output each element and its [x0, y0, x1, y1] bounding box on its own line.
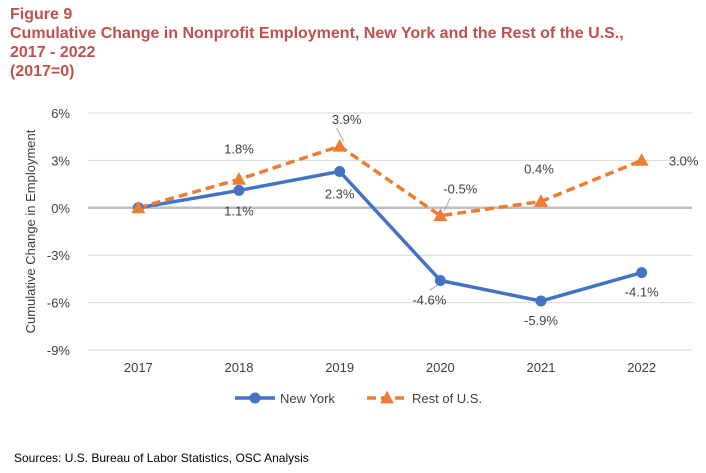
- x-tick-label: 2022: [627, 360, 656, 375]
- rest-of-us-data-point: [433, 208, 448, 222]
- new-york-data-point: [535, 295, 547, 307]
- rest-of-us-data-label: 3.0%: [669, 153, 699, 168]
- new-york-data-label: 2.3%: [325, 186, 355, 201]
- y-tick-label: -9%: [47, 343, 71, 358]
- new-york-data-label: -4.1%: [625, 285, 659, 300]
- new-york-data-point: [334, 165, 346, 177]
- x-tick-label: 2019: [325, 360, 354, 375]
- x-tick-label: 2021: [527, 360, 556, 375]
- legend-new-york-label: New York: [280, 391, 335, 406]
- y-tick-label: -6%: [47, 296, 71, 311]
- new-york-data-point: [434, 274, 446, 286]
- y-axis-label: Cumulative Change in Employment: [23, 129, 38, 333]
- new-york-data-label: -4.6%: [412, 292, 446, 307]
- rest-of-us-data-point: [131, 200, 146, 214]
- rest-of-us-data-point: [232, 172, 246, 185]
- y-tick-label: 6%: [51, 106, 70, 121]
- rest-of-us-data-point: [634, 153, 649, 166]
- figure-title-line-3: (2017=0): [10, 63, 75, 80]
- y-tick-label: -3%: [47, 248, 71, 263]
- legend-new-york-marker: [249, 392, 261, 404]
- figure-label: Figure 9: [10, 6, 73, 23]
- legend-rest-of-us-marker: [380, 390, 394, 404]
- rest-of-us-data-label: 0.4%: [524, 161, 554, 176]
- rest-of-us-data-point: [332, 138, 347, 152]
- rest-of-us-data-label: 3.9%: [332, 112, 362, 127]
- new-york-data-label: -5.9%: [524, 313, 558, 328]
- rest-of-us-data-label: -0.5%: [443, 182, 477, 197]
- x-tick-label: 2017: [124, 360, 153, 375]
- new-york-series-line: [138, 169, 643, 303]
- data-label-leader: [336, 127, 345, 142]
- x-tick-label: 2020: [426, 360, 455, 375]
- rest-of-us-data-point: [534, 194, 548, 207]
- figure-title-line-2: 2017 - 2022: [10, 44, 96, 61]
- data-label-leader: [429, 285, 438, 291]
- data-label-leader: [443, 197, 451, 211]
- x-tick-label: 2018: [225, 360, 254, 375]
- rest-of-us-series-line: [137, 144, 643, 218]
- new-york-data-point: [636, 267, 648, 279]
- rest-of-us-data-label: 1.8%: [224, 141, 254, 156]
- figure-title-line-1: Cumulative Change in Nonprofit Employmen…: [10, 25, 624, 42]
- legend-rest-of-us-label: Rest of U.S.: [412, 391, 482, 406]
- source-note: Sources: U.S. Bureau of Labor Statistics…: [14, 451, 309, 465]
- new-york-data-label: 1.1%: [224, 203, 254, 218]
- new-york-data-point: [233, 184, 245, 196]
- figure-title: Figure 9 Cumulative Change in Nonprofit …: [10, 5, 624, 81]
- y-tick-label: 0%: [51, 201, 70, 216]
- y-tick-label: 3%: [51, 153, 70, 168]
